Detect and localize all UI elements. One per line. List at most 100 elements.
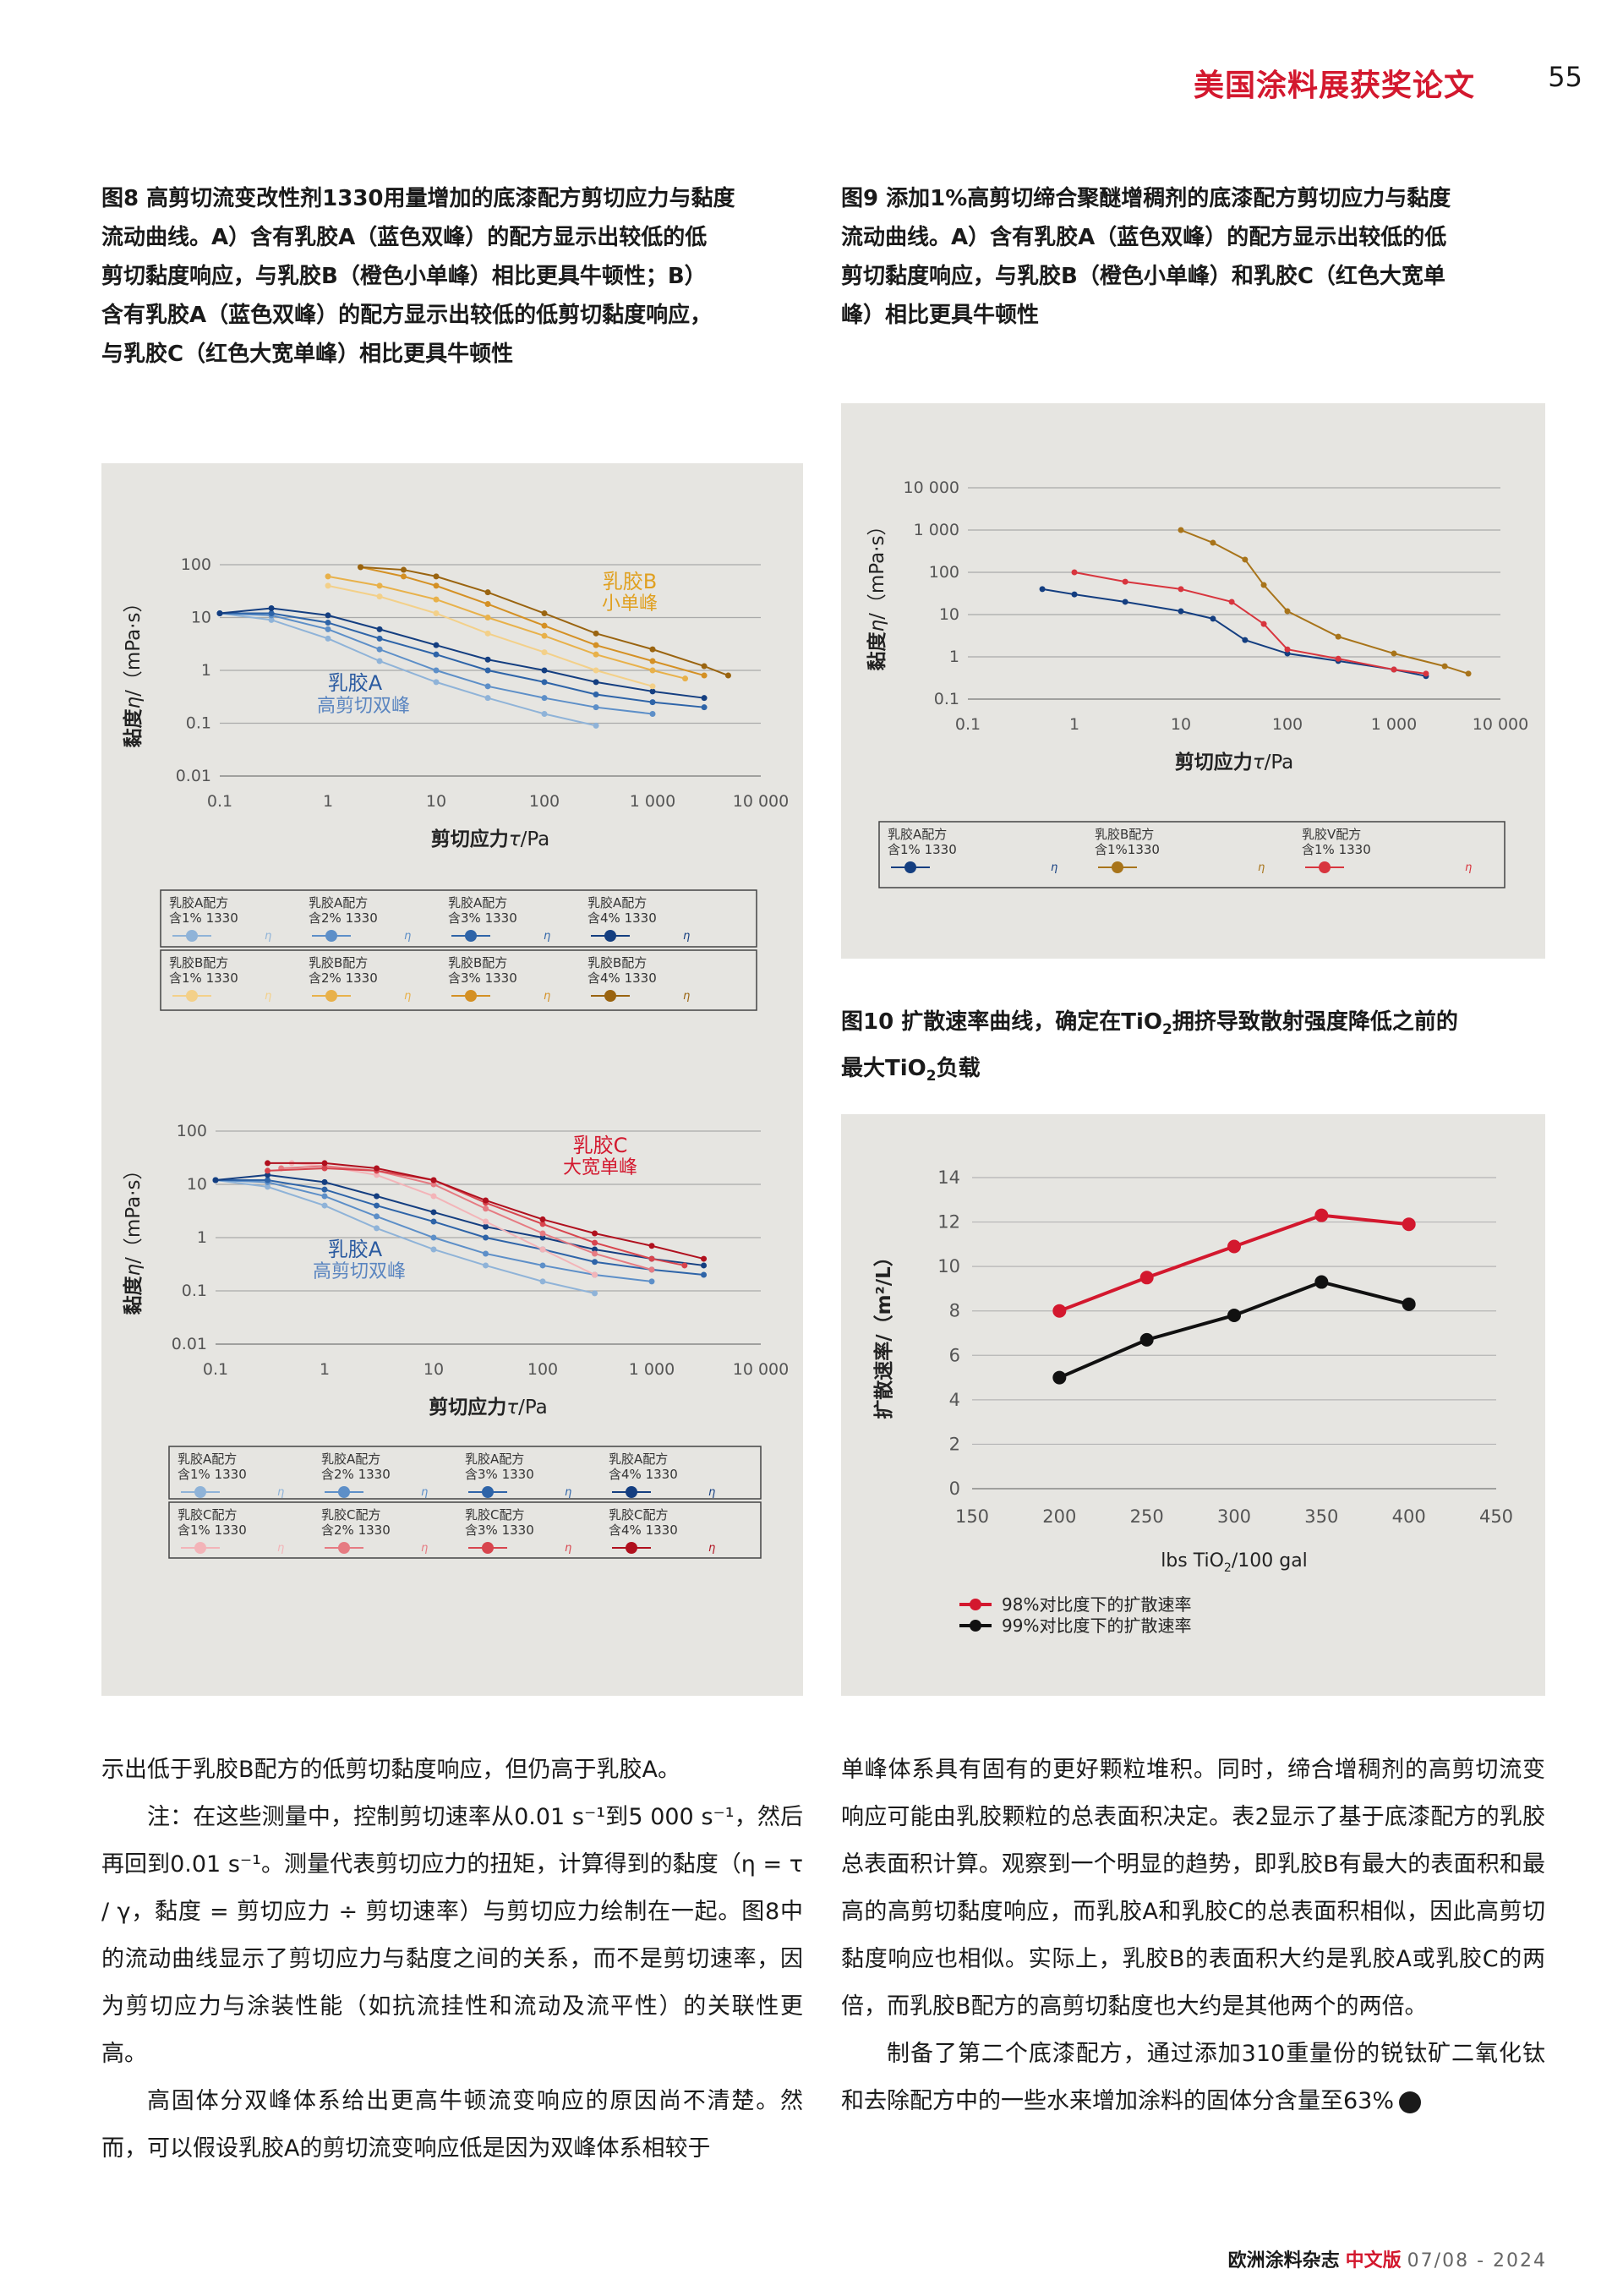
data-point — [1335, 655, 1342, 662]
x-tick-label: 1 — [323, 792, 333, 811]
data-point — [374, 1225, 380, 1232]
legend-box — [160, 889, 757, 948]
x-tick-label: 200 — [1042, 1506, 1076, 1527]
legend-box — [168, 1501, 762, 1559]
series-line — [219, 612, 653, 715]
continue-arrow-icon: › — [1399, 2091, 1451, 2113]
data-point — [541, 632, 548, 639]
data-point — [321, 1186, 328, 1193]
x-axis-label: 剪切应力τ/Pa — [429, 1396, 548, 1419]
fig8-caption: 图8 高剪切流变改性剂1330用量增加的底漆配方剪切应力与黏度 流动曲线。A）含… — [101, 179, 735, 374]
data-point — [1402, 1217, 1416, 1232]
y-axis-label: 黏度η/（mPa·s） — [866, 517, 888, 671]
legend-marker — [465, 930, 477, 942]
data-point — [1242, 556, 1249, 563]
body-paragraph-text: 制备了第二个底漆配方，通过添加310重量份的锐钛矿二氧化钛和去除配方中的一些水来… — [841, 2041, 1545, 2114]
data-point — [539, 1221, 546, 1227]
data-point — [374, 1213, 380, 1220]
chart-annotation: 乳胶C — [573, 1134, 628, 1157]
data-point — [433, 610, 440, 617]
legend-label: 乳胶A配方 — [465, 1451, 524, 1467]
chart-annotation: 大宽单峰 — [563, 1157, 637, 1178]
data-point — [321, 1178, 328, 1185]
data-point — [433, 679, 440, 686]
data-point — [592, 1246, 598, 1253]
legend-marker — [194, 1486, 206, 1498]
legend-eta: η — [1051, 861, 1057, 874]
series-line — [219, 607, 705, 699]
data-point — [593, 679, 599, 686]
data-point — [483, 1262, 489, 1269]
data-point — [376, 658, 383, 664]
fig8-panel: 0.01 0.1 1 10 100 0.1 1 10 100 1 000 10 000 剪切应力τ/P… — [101, 463, 803, 1696]
data-point — [541, 695, 548, 702]
x-tick-label: 0.1 — [207, 792, 232, 811]
data-point — [325, 612, 331, 619]
data-point — [1284, 608, 1291, 615]
legend-sublabel: 含1% 1330 — [888, 842, 957, 857]
data-point — [1284, 646, 1291, 653]
x-tick-label: 100 — [529, 792, 560, 811]
x-tick-label: 10 000 — [733, 1360, 789, 1379]
x-tick-label: 100 — [527, 1360, 558, 1379]
data-point — [541, 610, 548, 617]
legend-sublabel: 含4% 1330 — [609, 1467, 678, 1482]
data-point — [593, 704, 599, 711]
data-point — [376, 646, 383, 653]
data-point — [648, 1243, 655, 1249]
legend-eta: η — [421, 1542, 428, 1555]
data-point — [593, 667, 599, 674]
data-point — [1228, 599, 1235, 605]
series-line — [215, 1179, 595, 1294]
legend-label: 乳胶C配方 — [609, 1507, 668, 1522]
legend-eta: η — [544, 930, 550, 943]
data-point — [325, 635, 331, 642]
series-line — [327, 575, 686, 680]
data-point — [374, 1172, 380, 1178]
legend-sublabel: 含4% 1330 — [587, 970, 657, 986]
data-point — [1071, 569, 1078, 576]
x-tick-label: 100 — [1272, 715, 1303, 734]
data-point — [1178, 586, 1184, 593]
data-point — [593, 630, 599, 637]
legend-sublabel: 含3% 1330 — [448, 910, 517, 926]
chart-annotation: 小单峰 — [602, 593, 658, 615]
data-point — [1391, 666, 1397, 673]
legend-marker — [970, 1620, 981, 1632]
legend-label: 乳胶A配方 — [448, 895, 507, 910]
body-paragraph: 示出低于乳胶B配方的低剪切黏度响应，但仍高于乳胶A。 — [101, 1757, 680, 1783]
fig10-caption: 图10 扩散速率曲线，确定在TiO2拥挤导致散射强度降低之前的 最大TiO2负载 — [841, 1003, 1458, 1096]
fig10-caption-line2: 最大TiO2负载 — [841, 1049, 1458, 1096]
fig10-caption-sub: 2 — [1161, 1021, 1172, 1039]
legend-eta: η — [708, 1486, 715, 1499]
data-point — [593, 642, 599, 648]
data-point — [649, 688, 656, 695]
body-paragraph: 注：在这些测量中，控制剪切速率从0.01 s⁻¹到5 000 s⁻¹，然后再回到… — [101, 1804, 803, 2067]
data-point — [648, 1278, 655, 1285]
data-point — [374, 1193, 380, 1200]
data-point — [539, 1262, 546, 1269]
legend-marker — [325, 930, 337, 942]
series-line — [281, 1165, 653, 1271]
data-point — [1227, 1239, 1241, 1254]
fig10-caption-text: 最大TiO — [841, 1056, 926, 1082]
data-point — [1391, 650, 1397, 657]
data-point — [484, 601, 491, 608]
data-point — [484, 695, 491, 702]
x-tick-label: 300 — [1217, 1506, 1251, 1527]
data-point — [701, 1255, 708, 1262]
chart-annotation: 高剪切双峰 — [313, 1261, 406, 1282]
x-tick-label: 1 — [1069, 715, 1079, 734]
data-point — [592, 1239, 598, 1246]
y-tick-label: 14 — [937, 1167, 960, 1188]
y-tick-label: 2 — [949, 1434, 960, 1454]
data-point — [539, 1216, 546, 1222]
chart-annotation: 乳胶A — [328, 1238, 383, 1261]
x-tick-label: 10 — [424, 1360, 444, 1379]
data-point — [433, 596, 440, 603]
data-point — [648, 1255, 655, 1262]
y-tick-label: 10 — [939, 605, 959, 624]
data-point — [701, 663, 708, 670]
fig8-caption-line: 图8 高剪切流变改性剂1330用量增加的底漆配方剪切应力与黏度 — [101, 186, 735, 211]
data-point — [376, 626, 383, 632]
